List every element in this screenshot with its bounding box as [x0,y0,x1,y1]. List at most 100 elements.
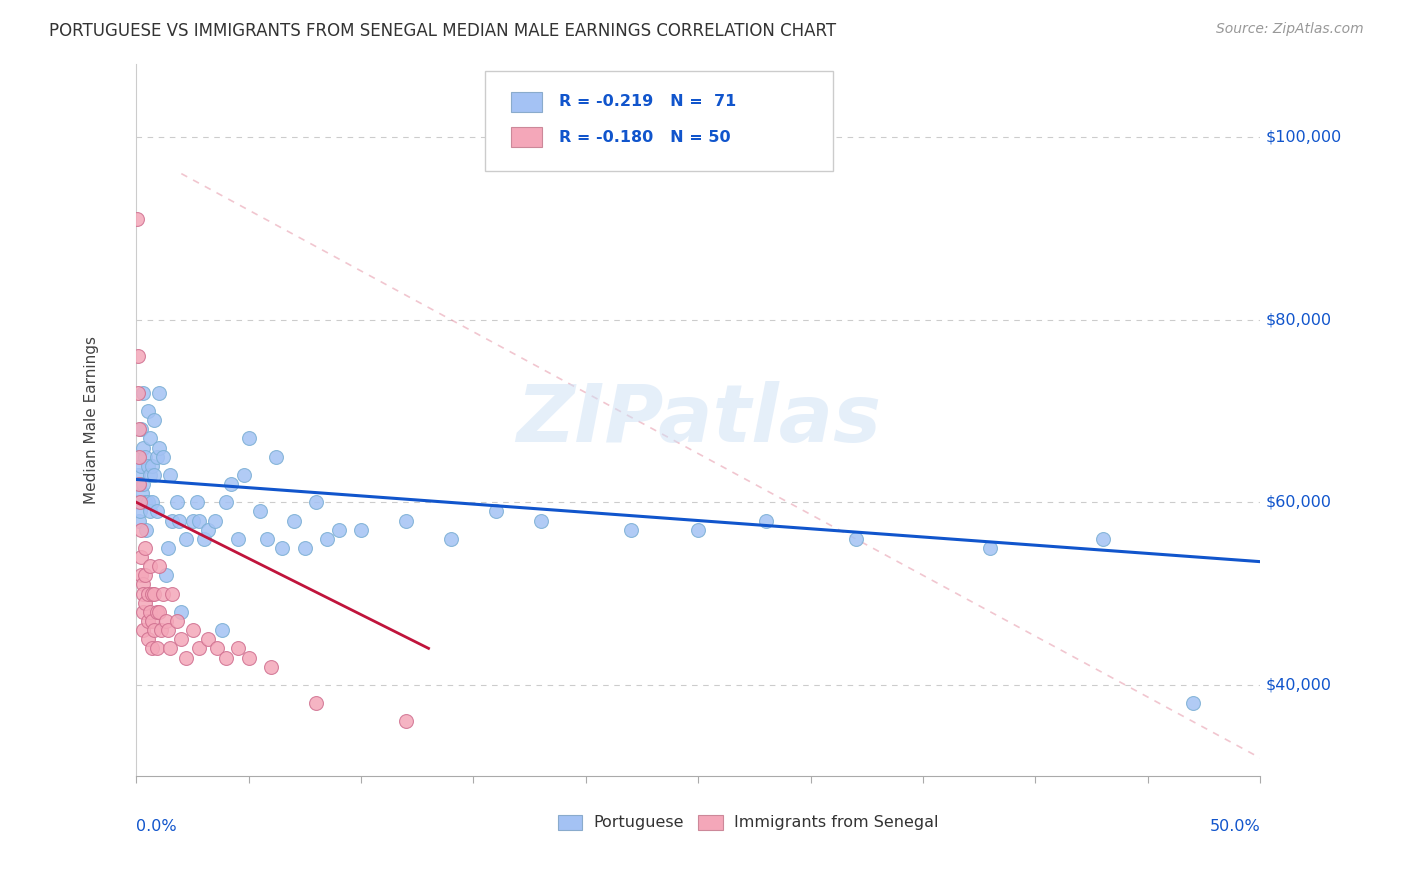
Point [316,532,339,546]
Point [845,532,868,546]
Point [136,495,159,509]
Point [162,586,184,600]
Point [143,467,166,482]
Point [128,514,150,528]
Point [233,467,256,482]
Text: Source: ZipAtlas.com: Source: ZipAtlas.com [1216,22,1364,37]
Point [305,696,328,710]
Point [134,541,156,555]
Point [238,431,260,445]
Point [128,422,150,436]
Point [350,523,373,537]
Point [131,486,153,500]
Point [148,385,170,400]
Text: PORTUGUESE VS IMMIGRANTS FROM SENEGAL MEDIAN MALE EARNINGS CORRELATION CHART: PORTUGUESE VS IMMIGRANTS FROM SENEGAL ME… [49,22,837,40]
Point [145,450,167,464]
Point [305,495,328,509]
Point [143,623,166,637]
Point [136,458,159,473]
Point [193,532,215,546]
Point [134,568,156,582]
Point [148,441,170,455]
Point [141,641,163,656]
Point [755,514,778,528]
Point [129,568,152,582]
Point [395,514,418,528]
Point [167,514,190,528]
Point [162,514,184,528]
Point [141,614,163,628]
Point [139,431,162,445]
Point [139,559,162,574]
Point [170,632,193,647]
Point [170,605,193,619]
Point [264,450,287,464]
Point [152,586,174,600]
Point [141,586,163,600]
Point [148,559,170,574]
Point [1091,532,1114,546]
Point [132,623,155,637]
Point [141,458,163,473]
Point [211,623,233,637]
Point [219,477,242,491]
Point [238,650,260,665]
Point [135,523,157,537]
Point [136,632,159,647]
Point [145,605,167,619]
Point [132,577,155,591]
Point [156,623,179,637]
Point [294,541,316,555]
Bar [510,92,543,112]
Point [150,623,173,637]
Point [174,532,197,546]
Point [155,568,177,582]
Point [485,504,508,518]
Point [188,514,211,528]
Point [139,605,162,619]
Point [186,495,208,509]
Bar [510,128,543,147]
Point [204,514,226,528]
Point [159,641,181,656]
Point [141,495,163,509]
Point [181,623,204,637]
Point [156,541,179,555]
Point [256,532,278,546]
Text: 50.0%: 50.0% [1209,819,1260,834]
Point [136,586,159,600]
Point [181,514,204,528]
Point [129,523,152,537]
Point [139,467,162,482]
Point [148,605,170,619]
Text: R = -0.180   N = 50: R = -0.180 N = 50 [560,130,731,145]
Point [328,523,350,537]
Point [530,514,553,528]
Point [145,504,167,518]
Point [145,641,167,656]
Point [128,477,150,491]
Point [128,495,150,509]
Point [128,450,150,464]
Point [159,467,181,482]
Point [249,504,271,518]
Point [136,614,159,628]
Point [440,532,463,546]
Point [166,495,188,509]
Text: Median Male Earnings: Median Male Earnings [84,336,98,504]
Point [128,504,150,518]
Point [134,450,156,464]
Point [129,458,152,473]
Point [166,614,188,628]
Point [127,467,149,482]
Point [174,650,197,665]
Point [127,385,149,400]
Point [197,523,219,537]
Bar [699,814,723,830]
Point [271,541,294,555]
Text: $80,000: $80,000 [1265,312,1331,327]
Point [260,659,283,673]
Point [283,514,305,528]
Text: Portuguese: Portuguese [593,815,685,830]
Point [395,714,418,729]
